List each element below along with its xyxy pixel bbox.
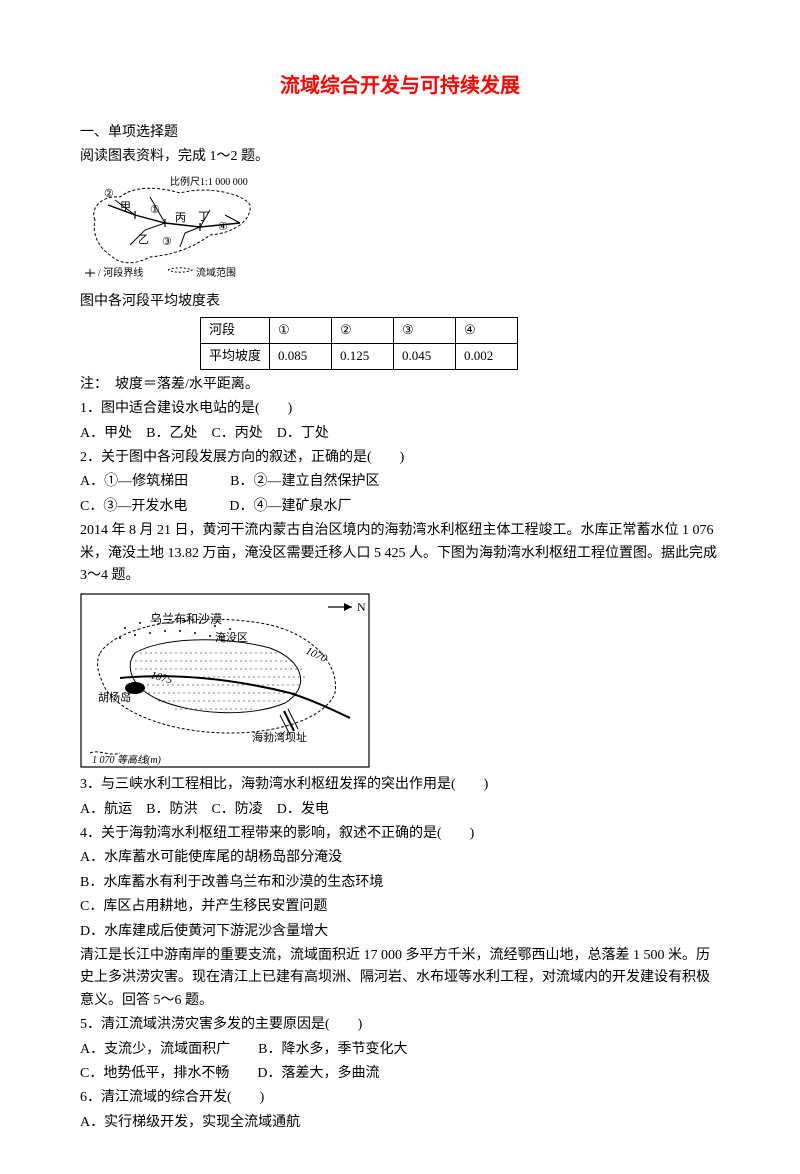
q4-option-b: B．水库蓄水有利于改善乌兰布和沙漠的生态环境 — [80, 872, 720, 894]
note-gradient: 注： 坡度＝落差/水平距离。 — [80, 374, 720, 396]
svg-text:流域范围: 流域范围 — [196, 266, 236, 279]
fig1-legend: / 河段界线 流域范围 — [85, 266, 236, 279]
td-1: 0.085 — [270, 343, 332, 369]
fig1-scale-label: 比例尺1:1 000 000 — [170, 175, 248, 188]
fig1-station-ticks — [135, 211, 200, 231]
svg-text:乙: 乙 — [138, 233, 149, 246]
passage-3: 清江是长江中游南岸的重要支流，流域面积近 17 000 多平方千米，流经鄂西山地… — [80, 945, 720, 1012]
svg-text:丁: 丁 — [198, 211, 209, 223]
fig1-caption: 图中各河段平均坡度表 — [80, 291, 720, 313]
th-3: ③ — [394, 318, 456, 344]
svg-text:②: ② — [104, 188, 114, 200]
fig2-dam-label: 海勃湾坝址 — [252, 730, 307, 744]
table-row: 河段 ① ② ③ ④ — [201, 318, 518, 344]
svg-text:①: ① — [150, 204, 160, 216]
q2-stem: 2．关于图中各河段发展方向的叙述，正确的是( ) — [80, 447, 720, 469]
figure-basin-sketch: 比例尺1:1 000 000 ②甲 ① 丙乙 ③ 丁④ / 河段界线 流域范围 — [80, 175, 260, 285]
section-heading: 一、单项选择题 — [80, 122, 720, 144]
svg-text:N: N — [357, 600, 366, 614]
fig2-desert-label: 乌兰布和沙漠 — [150, 611, 222, 626]
q4-stem: 4．关于海勃湾水利枢纽工程带来的影响，叙述不正确的是( ) — [80, 823, 720, 845]
doc-title: 流域综合开发与可持续发展 — [80, 70, 720, 102]
q4-option-a: A．水库蓄水可能使库尾的胡杨岛部分淹没 — [80, 847, 720, 869]
q1-stem: 1．图中适合建设水电站的是( ) — [80, 398, 720, 420]
q5-options-cd: C．地势低平，排水不畅 D．落差大，多曲流 — [80, 1063, 720, 1085]
svg-text:甲: 甲 — [120, 201, 131, 213]
q6-option-a: A．实行梯级开发，实现全流域通航 — [80, 1112, 720, 1134]
td-2: 0.125 — [332, 343, 394, 369]
q4-option-d: D．水库建成后使黄河下游泥沙含量增大 — [80, 921, 720, 943]
svg-text:1 070 等高线(m): 1 070 等高线(m) — [92, 754, 162, 766]
q3-stem: 3．与三峡水利工程相比，海勃湾水利枢纽发挥的突出作用是( ) — [80, 774, 720, 796]
svg-text:丙: 丙 — [175, 212, 186, 224]
fig2-island-label: 胡杨岛 — [98, 690, 131, 704]
fig2-flood-label: 淹没区 — [215, 631, 248, 644]
fig1-point-labels: ②甲 ① 丙乙 ③ 丁④ — [104, 188, 228, 248]
td-4: 0.002 — [456, 343, 518, 369]
th-4: ④ — [456, 318, 518, 344]
th-2: ② — [332, 318, 394, 344]
q5-stem: 5．清江流域洪涝灾害多发的主要原因是( ) — [80, 1014, 720, 1036]
q2-options-ab: A．①—修筑梯田 B．②—建立自然保护区 — [80, 471, 720, 493]
q4-option-c: C．库区占用耕地，并产生移民安置问题 — [80, 896, 720, 918]
svg-text:③: ③ — [162, 236, 172, 248]
passage-2: 2014 年 8 月 21 日，黄河干流内蒙古自治区境内的海勃湾水利枢纽主体工程… — [80, 520, 720, 587]
svg-text:④: ④ — [218, 221, 228, 233]
td-3: 0.045 — [394, 343, 456, 369]
th-segment: 河段 — [201, 318, 270, 344]
q2-options-cd: C．③—开发水电 D．④—建矿泉水厂 — [80, 496, 720, 518]
intro-passage-1: 阅读图表资料，完成 1～2 题。 — [80, 146, 720, 168]
figure-reservoir-map: N 乌兰布和沙漠 淹没区 胡杨岛 海勃湾坝址 1070 1075 1 070 等… — [80, 593, 370, 768]
q6-stem: 6．清江流域的综合开发( ) — [80, 1087, 720, 1109]
gradient-table: 河段 ① ② ③ ④ 平均坡度 0.085 0.125 0.045 0.002 — [200, 317, 518, 370]
th-1: ① — [270, 318, 332, 344]
svg-text:/ 河段界线: / 河段界线 — [98, 266, 143, 279]
q3-options: A．航运 B．防洪 C．防凌 D．发电 — [80, 799, 720, 821]
q5-options-ab: A．支流少，流域面积广 B．降水多，季节变化大 — [80, 1039, 720, 1061]
td-label: 平均坡度 — [201, 343, 270, 369]
table-row: 平均坡度 0.085 0.125 0.045 0.002 — [201, 343, 518, 369]
q1-options: A．甲处 B．乙处 C．丙处 D．丁处 — [80, 423, 720, 445]
gradient-table-wrap: 河段 ① ② ③ ④ 平均坡度 0.085 0.125 0.045 0.002 — [200, 317, 720, 370]
